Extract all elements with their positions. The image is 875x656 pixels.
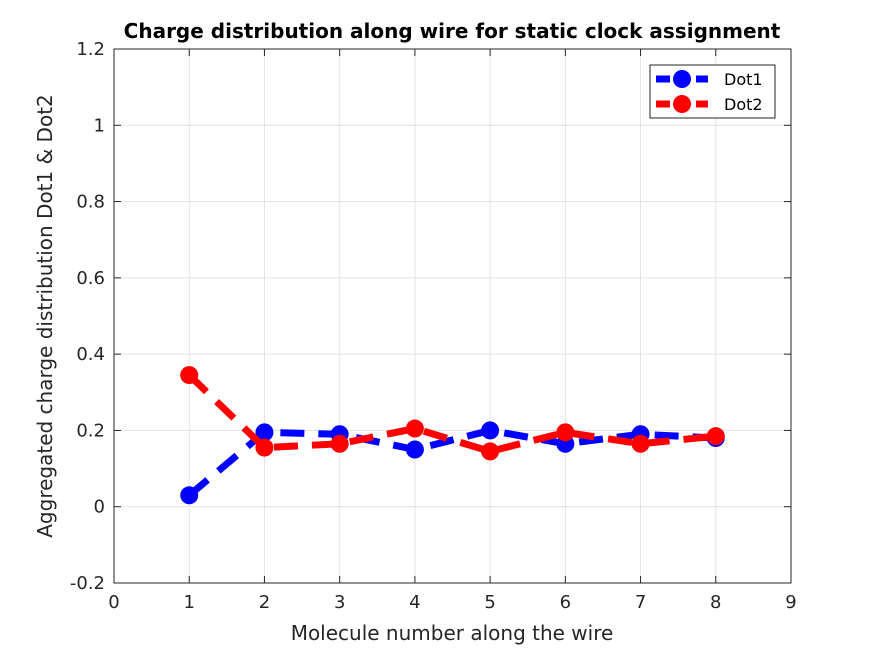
data-point-dot1 xyxy=(481,421,500,440)
series-line-dot2 xyxy=(186,372,717,455)
plot-area xyxy=(114,49,791,583)
series-group xyxy=(180,366,725,505)
chart-title: Charge distribution along wire for stati… xyxy=(124,19,781,43)
legend-label-dot2: Dot2 xyxy=(724,95,763,114)
y-tick-label: -0.2 xyxy=(70,573,105,594)
data-point-dot1 xyxy=(405,440,424,459)
x-tick-label: 4 xyxy=(409,592,420,613)
grid-lines xyxy=(114,49,791,583)
y-tick-label: 1.2 xyxy=(76,39,105,60)
y-tick-label: 1 xyxy=(94,115,105,136)
x-tick-label: 8 xyxy=(710,592,721,613)
y-tick-label: 0.6 xyxy=(76,268,105,289)
data-point-dot2 xyxy=(706,427,725,446)
legend: Dot1 Dot2 xyxy=(649,64,776,119)
x-axis-label: Molecule number along the wire xyxy=(291,621,614,645)
data-point-dot2 xyxy=(405,419,424,438)
x-tick-label: 1 xyxy=(183,592,194,613)
y-axis-label: Aggregated charge distribution Dot1 & Do… xyxy=(33,94,57,538)
data-point-dot1 xyxy=(255,423,274,442)
legend-box xyxy=(649,64,776,119)
x-tick-label: 9 xyxy=(785,592,796,613)
data-point-dot2 xyxy=(255,438,274,457)
data-point-dot2 xyxy=(330,434,349,453)
y-tick-label: 0.4 xyxy=(76,344,105,365)
data-point-dot2 xyxy=(180,366,199,385)
legend-label-dot1: Dot1 xyxy=(724,70,763,89)
data-point-dot2 xyxy=(631,434,650,453)
axis-ticks: 0 1 2 3 4 5 6 7 8 9-0.200.20.40.60.811.2 xyxy=(70,39,797,613)
y-tick-label: 0.8 xyxy=(76,192,105,213)
data-point-dot2 xyxy=(556,423,575,442)
x-tick-label: 7 xyxy=(635,592,646,613)
x-tick-label: 6 xyxy=(560,592,571,613)
x-tick-label: 5 xyxy=(484,592,495,613)
series-line-dot1 xyxy=(186,426,716,498)
y-tick-label: 0.2 xyxy=(76,420,105,441)
legend-marker-dot2 xyxy=(673,95,691,113)
data-point-dot1 xyxy=(180,486,199,505)
x-tick-label: 2 xyxy=(259,592,270,613)
data-point-dot2 xyxy=(481,442,500,461)
x-tick-label: 3 xyxy=(334,592,345,613)
y-tick-label: 0 xyxy=(94,497,105,518)
legend-marker-dot1 xyxy=(673,70,691,88)
plot-frame xyxy=(113,48,792,584)
x-tick-label: 0 xyxy=(108,592,119,613)
